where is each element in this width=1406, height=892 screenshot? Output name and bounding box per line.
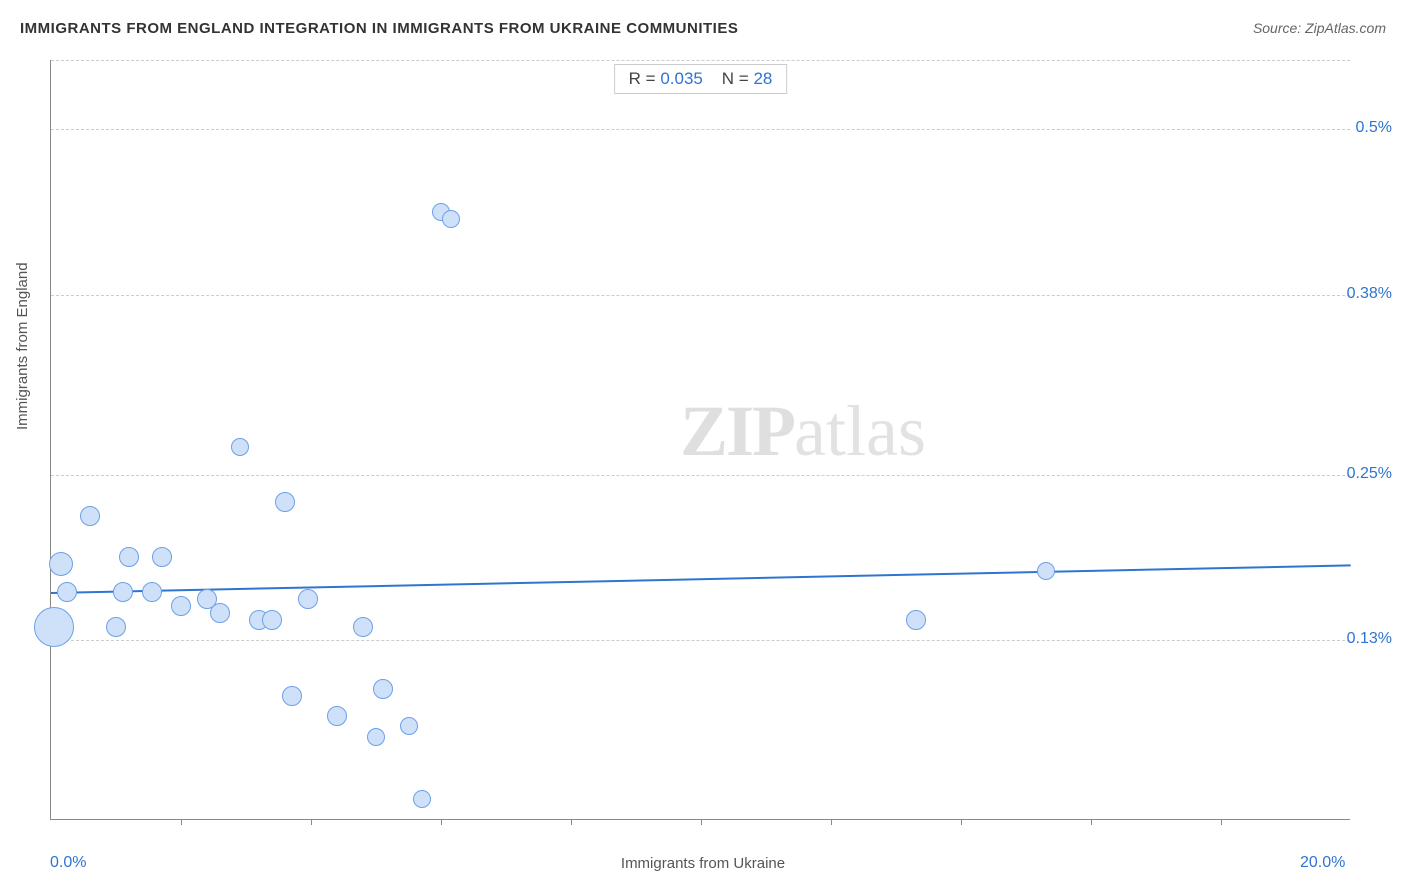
x-tick xyxy=(311,819,312,825)
y-tick-label: 0.5% xyxy=(1356,119,1392,137)
data-point xyxy=(367,728,385,746)
data-point xyxy=(49,552,73,576)
x-tick xyxy=(181,819,182,825)
gridline xyxy=(51,129,1350,130)
source-attribution: Source: ZipAtlas.com xyxy=(1253,20,1386,36)
data-point xyxy=(119,547,139,567)
data-point xyxy=(373,679,393,699)
gridline xyxy=(51,295,1350,296)
data-point xyxy=(231,438,249,456)
n-value: 28 xyxy=(753,69,772,88)
data-point xyxy=(400,717,418,735)
data-point xyxy=(327,706,347,726)
stats-box: R = 0.035 N = 28 xyxy=(614,64,788,94)
data-point xyxy=(906,610,926,630)
header: IMMIGRANTS FROM ENGLAND INTEGRATION IN I… xyxy=(20,20,1386,37)
gridline xyxy=(51,60,1350,61)
r-value: 0.035 xyxy=(660,69,703,88)
data-point xyxy=(413,790,431,808)
x-tick xyxy=(571,819,572,825)
data-point xyxy=(353,617,373,637)
y-tick-label: 0.13% xyxy=(1347,630,1392,648)
x-tick-label: 0.0% xyxy=(50,854,86,872)
data-point xyxy=(262,610,282,630)
data-point xyxy=(298,589,318,609)
x-tick xyxy=(831,819,832,825)
data-point xyxy=(34,607,74,647)
data-point xyxy=(106,617,126,637)
data-point xyxy=(80,506,100,526)
data-point xyxy=(1037,562,1055,580)
gridline xyxy=(51,640,1350,641)
x-tick xyxy=(1221,819,1222,825)
x-axis-label: Immigrants from Ukraine xyxy=(621,855,785,872)
x-tick xyxy=(441,819,442,825)
data-point xyxy=(442,210,460,228)
gridline xyxy=(51,475,1350,476)
data-point xyxy=(210,603,230,623)
r-label: R = xyxy=(629,69,656,88)
data-point xyxy=(282,686,302,706)
regression-line xyxy=(51,564,1351,594)
x-tick xyxy=(701,819,702,825)
data-point xyxy=(142,582,162,602)
scatter-chart: R = 0.035 N = 28 xyxy=(50,60,1350,820)
x-tick-label: 20.0% xyxy=(1300,854,1345,872)
y-tick-label: 0.25% xyxy=(1347,465,1392,483)
data-point xyxy=(57,582,77,602)
data-point xyxy=(275,492,295,512)
data-point xyxy=(171,596,191,616)
x-tick xyxy=(961,819,962,825)
y-axis-label: Immigrants from England xyxy=(14,262,31,430)
data-point xyxy=(113,582,133,602)
y-tick-label: 0.38% xyxy=(1347,285,1392,303)
data-point xyxy=(152,547,172,567)
n-label: N = xyxy=(722,69,749,88)
x-tick xyxy=(1091,819,1092,825)
chart-title: IMMIGRANTS FROM ENGLAND INTEGRATION IN I… xyxy=(20,20,738,37)
